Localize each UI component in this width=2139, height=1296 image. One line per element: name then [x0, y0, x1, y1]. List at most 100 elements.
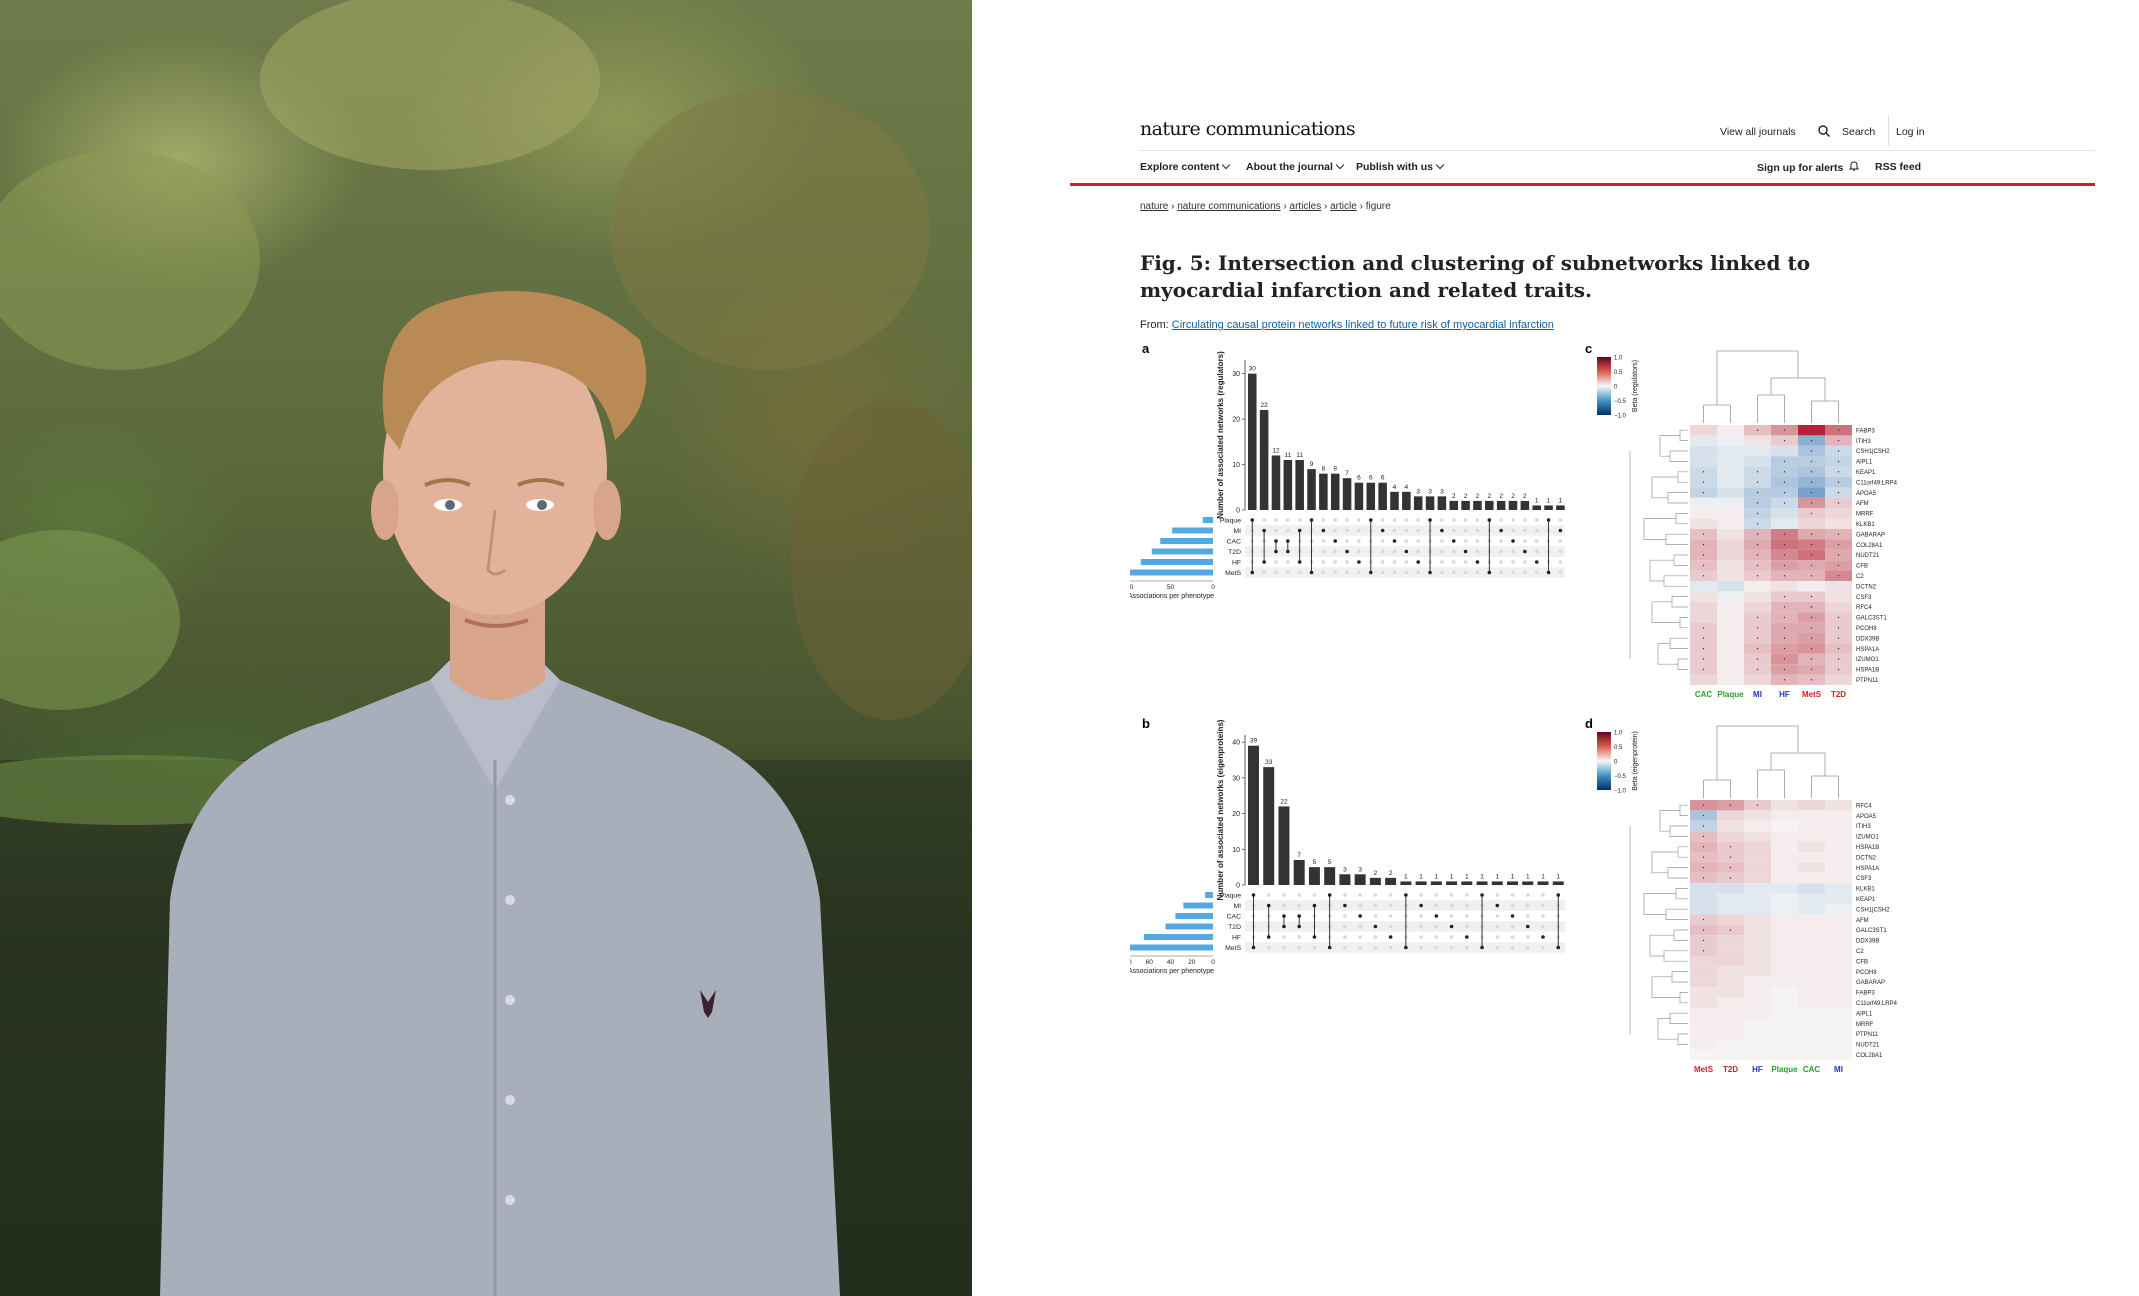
bar: [1402, 491, 1411, 510]
brand-logo[interactable]: nature communications: [1140, 118, 1356, 140]
matrix-dot: [1475, 518, 1480, 522]
significance-dot: [1729, 846, 1732, 848]
set-size-tick-label: 60: [1146, 959, 1154, 966]
dendrogram-branch: [1651, 601, 1680, 623]
bar: [1319, 473, 1328, 510]
matrix-dot: [1392, 549, 1397, 554]
bar: [1425, 496, 1435, 510]
significance-dot: [1783, 658, 1786, 660]
significance-dot: [1783, 606, 1786, 608]
legend-tick-label: 0.5: [1614, 745, 1623, 751]
matrix-dot: [1297, 903, 1301, 908]
heatmap-cell: [1771, 841, 1798, 852]
bar-value-label: 2: [1464, 493, 1468, 500]
rss-feed-link[interactable]: RSS feed: [1875, 161, 1922, 173]
heatmap-cell: [1690, 956, 1717, 967]
dendrogram-branch: [1679, 617, 1688, 629]
set-size-tick-label: 80: [1130, 959, 1132, 966]
set-size-bar: [1172, 527, 1213, 534]
matrix-dot: [1558, 570, 1563, 575]
search-link[interactable]: Search: [1842, 126, 1876, 138]
row-label: CFB: [1856, 564, 1868, 570]
significance-dot: [1837, 616, 1840, 619]
search-icon[interactable]: [1818, 124, 1830, 137]
dendrogram-branch: [1671, 596, 1688, 608]
matrix-dot: [1523, 570, 1527, 575]
heatmap-cell: [1744, 956, 1771, 967]
matrix-dot: [1419, 924, 1423, 929]
matrix-dot: [1434, 924, 1439, 929]
heatmap-cell: [1825, 987, 1852, 998]
breadcrumb-articles[interactable]: articles: [1289, 201, 1322, 212]
publish-with-us-menu[interactable]: Publish with us: [1356, 160, 1445, 173]
dendrogram-branch: [1669, 1012, 1688, 1024]
row-label: COL28A1: [1856, 1053, 1883, 1059]
bar-value-label: 6: [1381, 475, 1385, 482]
matrix-dot: [1343, 924, 1347, 929]
row-label: PTPN11: [1856, 678, 1879, 684]
significance-dot: [1702, 543, 1705, 546]
heatmap-cell: [1771, 581, 1798, 592]
heatmap-cell: [1798, 883, 1825, 894]
bar: [1508, 500, 1518, 510]
login-link[interactable]: Log in: [1896, 126, 1925, 138]
breadcrumb-nature[interactable]: nature: [1140, 201, 1169, 212]
heatmap-cell: [1717, 539, 1744, 550]
heatmap-cell: [1825, 904, 1852, 915]
heatmap-cell: [1744, 1018, 1771, 1029]
bar-value-label: 2: [1523, 493, 1527, 500]
matrix-dot: [1345, 518, 1349, 522]
bar: [1271, 455, 1281, 510]
matrix-dot: [1404, 539, 1409, 543]
matrix-dot: [1404, 560, 1409, 564]
y-tick-label: 40: [1232, 740, 1240, 747]
row-label: ITIH3: [1856, 439, 1871, 445]
heatmap-cell: [1798, 800, 1825, 811]
bar-value-label: 1: [1535, 497, 1539, 504]
matrix-dot: [1534, 560, 1539, 564]
matrix-dot: [1333, 560, 1338, 564]
explore-content-menu[interactable]: Explore content: [1140, 160, 1231, 173]
matrix-dot: [1440, 518, 1444, 522]
breadcrumb-article[interactable]: article: [1330, 201, 1357, 212]
breadcrumb-journal[interactable]: nature communications: [1177, 201, 1281, 212]
significance-dot: [1702, 668, 1705, 671]
bar: [1496, 500, 1506, 510]
heatmap-cell: [1744, 591, 1771, 602]
significance-dot: [1837, 460, 1840, 463]
matrix-dot: [1463, 528, 1468, 533]
matrix-dot: [1282, 893, 1286, 897]
significance-dot: [1837, 575, 1840, 577]
source-article-link[interactable]: Circulating causal protein networks link…: [1171, 319, 1554, 331]
heatmap-cell: [1798, 518, 1825, 529]
bar: [1415, 881, 1427, 885]
matrix-dot: [1321, 560, 1326, 564]
significance-dot: [1837, 439, 1840, 442]
signup-alerts-link[interactable]: Sign up for alerts: [1757, 161, 1860, 174]
column-label: T2D: [1831, 690, 1846, 699]
breadcrumb-current: figure: [1365, 201, 1391, 212]
heatmap-cell: [1744, 674, 1771, 685]
bar-value-label: 5: [1328, 859, 1332, 866]
row-label: COL28A1: [1856, 543, 1883, 549]
significance-dot: [1837, 658, 1840, 660]
significance-dot: [1783, 471, 1786, 473]
bar: [1324, 867, 1336, 885]
heatmap-cell: [1771, 1028, 1798, 1040]
matrix-dot: [1449, 945, 1454, 950]
significance-dot: [1783, 668, 1786, 671]
bar: [1556, 505, 1565, 510]
heatmap-cell: [1825, 956, 1852, 967]
heatmap-cell: [1717, 904, 1744, 915]
set-size-tick-label: 100: [1130, 584, 1134, 591]
chevron-down-icon: [1222, 160, 1231, 170]
about-journal-menu[interactable]: About the journal: [1246, 160, 1345, 173]
view-all-journals-link[interactable]: View all journals: [1720, 126, 1796, 138]
matrix-dot: [1499, 570, 1503, 575]
matrix-dot: [1297, 935, 1301, 939]
bar: [1307, 469, 1316, 510]
matrix-dot: [1388, 914, 1393, 918]
heatmap-cell: [1771, 1018, 1798, 1029]
bar-value-label: 1: [1526, 873, 1530, 880]
